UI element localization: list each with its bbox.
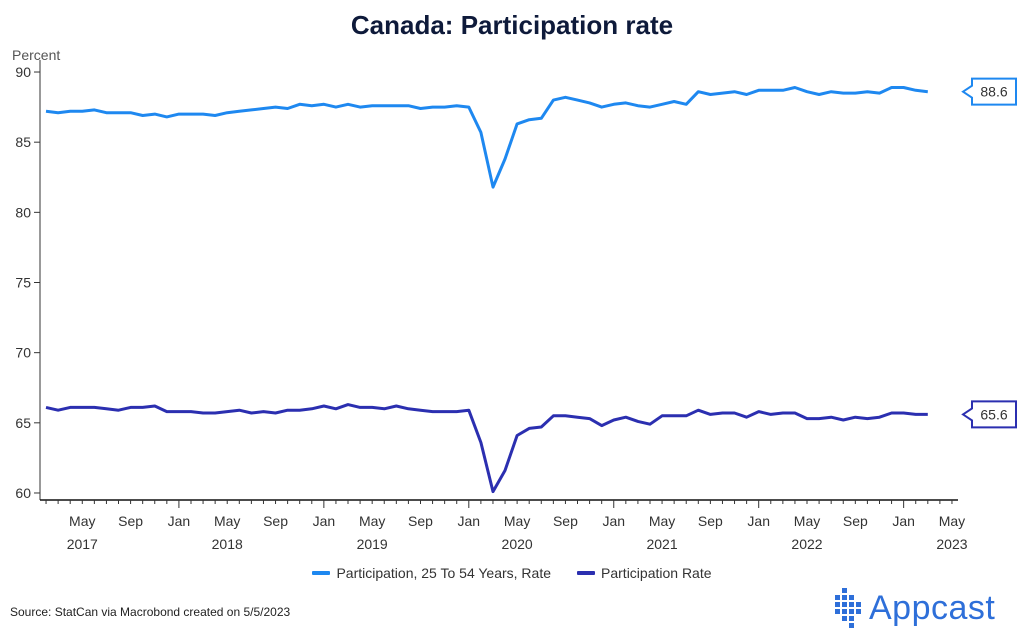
end-value-label: 65.6 <box>980 406 1007 422</box>
x-tick-label: Jan <box>458 513 481 529</box>
end-value-label: 88.6 <box>980 84 1007 100</box>
dotted-grid-icon <box>835 588 861 628</box>
x-axis: May 2017 Sep Jan May 2018 Sep Jan May 2019 Sep Jan M… <box>40 499 968 552</box>
legend-swatch-participation-rate <box>577 571 596 575</box>
legend: Participation, 25 To 54 Years, Rate Part… <box>0 565 1024 581</box>
x-year-label: 2023 <box>936 536 967 552</box>
x-tick-label: May <box>649 513 675 529</box>
x-tick-label: May <box>214 513 240 529</box>
x-tick-label: Jan <box>892 513 915 529</box>
x-tick-label: Sep <box>843 513 868 529</box>
x-tick-label: Sep <box>553 513 578 529</box>
x-year-label: 2022 <box>791 536 822 552</box>
x-tick-label: Sep <box>118 513 143 529</box>
y-tick-label: 70 <box>15 345 31 361</box>
y-tick-label: 75 <box>15 275 31 291</box>
series-line-25-54 <box>45 86 928 189</box>
chart-title: Canada: Participation rate <box>350 10 674 40</box>
legend-item-25-54[interactable]: Participation, 25 To 54 Years, Rate <box>312 565 551 581</box>
x-tick-label: Sep <box>698 513 723 529</box>
y-tick-label: 85 <box>15 134 31 150</box>
y-axis-unit-label: Percent <box>12 47 60 63</box>
y-tick-label: 80 <box>15 204 31 220</box>
x-year-label: 2018 <box>212 536 243 552</box>
x-year-label: 2021 <box>646 536 677 552</box>
y-tick-label: 65 <box>15 415 31 431</box>
x-tick-label: Jan <box>747 513 770 529</box>
x-year-label: 2020 <box>502 536 533 552</box>
series-layer <box>45 86 928 494</box>
x-tick-label: Sep <box>263 513 288 529</box>
legend-label-25-54: Participation, 25 To 54 Years, Rate <box>336 565 552 581</box>
x-year-label: 2019 <box>357 536 388 552</box>
x-tick-label: Jan <box>602 513 625 529</box>
x-tick-label: May <box>359 513 385 529</box>
x-tick-label: May <box>939 513 965 529</box>
legend-item-participation-rate[interactable]: Participation Rate <box>577 565 712 581</box>
end-value-box <box>961 77 1017 106</box>
x-tick-label: Jan <box>168 513 191 529</box>
x-tick-label: Sep <box>408 513 433 529</box>
chart-plot: Percent 60 65 70 75 80 85 90 May 2017 Sep Jan May 2… <box>12 47 1017 552</box>
y-tick-label: 90 <box>15 64 31 80</box>
logo-wordmark: Appcast <box>869 588 996 627</box>
appcast-logo: Appcast <box>835 588 995 628</box>
legend-swatch-25-54 <box>312 571 331 575</box>
legend-label-participation-rate: Participation Rate <box>601 565 712 581</box>
source-note: Source: StatCan via Macrobond created on… <box>10 605 291 619</box>
series-line-participation-rate <box>45 403 928 494</box>
x-tick-label: May <box>69 513 95 529</box>
y-axis: 60 65 70 75 80 85 90 <box>15 60 41 501</box>
end-value-box <box>961 400 1017 429</box>
y-tick-label: 60 <box>15 485 31 501</box>
x-tick-label: May <box>504 513 530 529</box>
x-year-label: 2017 <box>67 536 98 552</box>
x-tick-label: Jan <box>313 513 336 529</box>
end-value-labels: 88.6 65.6 <box>961 77 1017 429</box>
x-tick-label: May <box>794 513 820 529</box>
